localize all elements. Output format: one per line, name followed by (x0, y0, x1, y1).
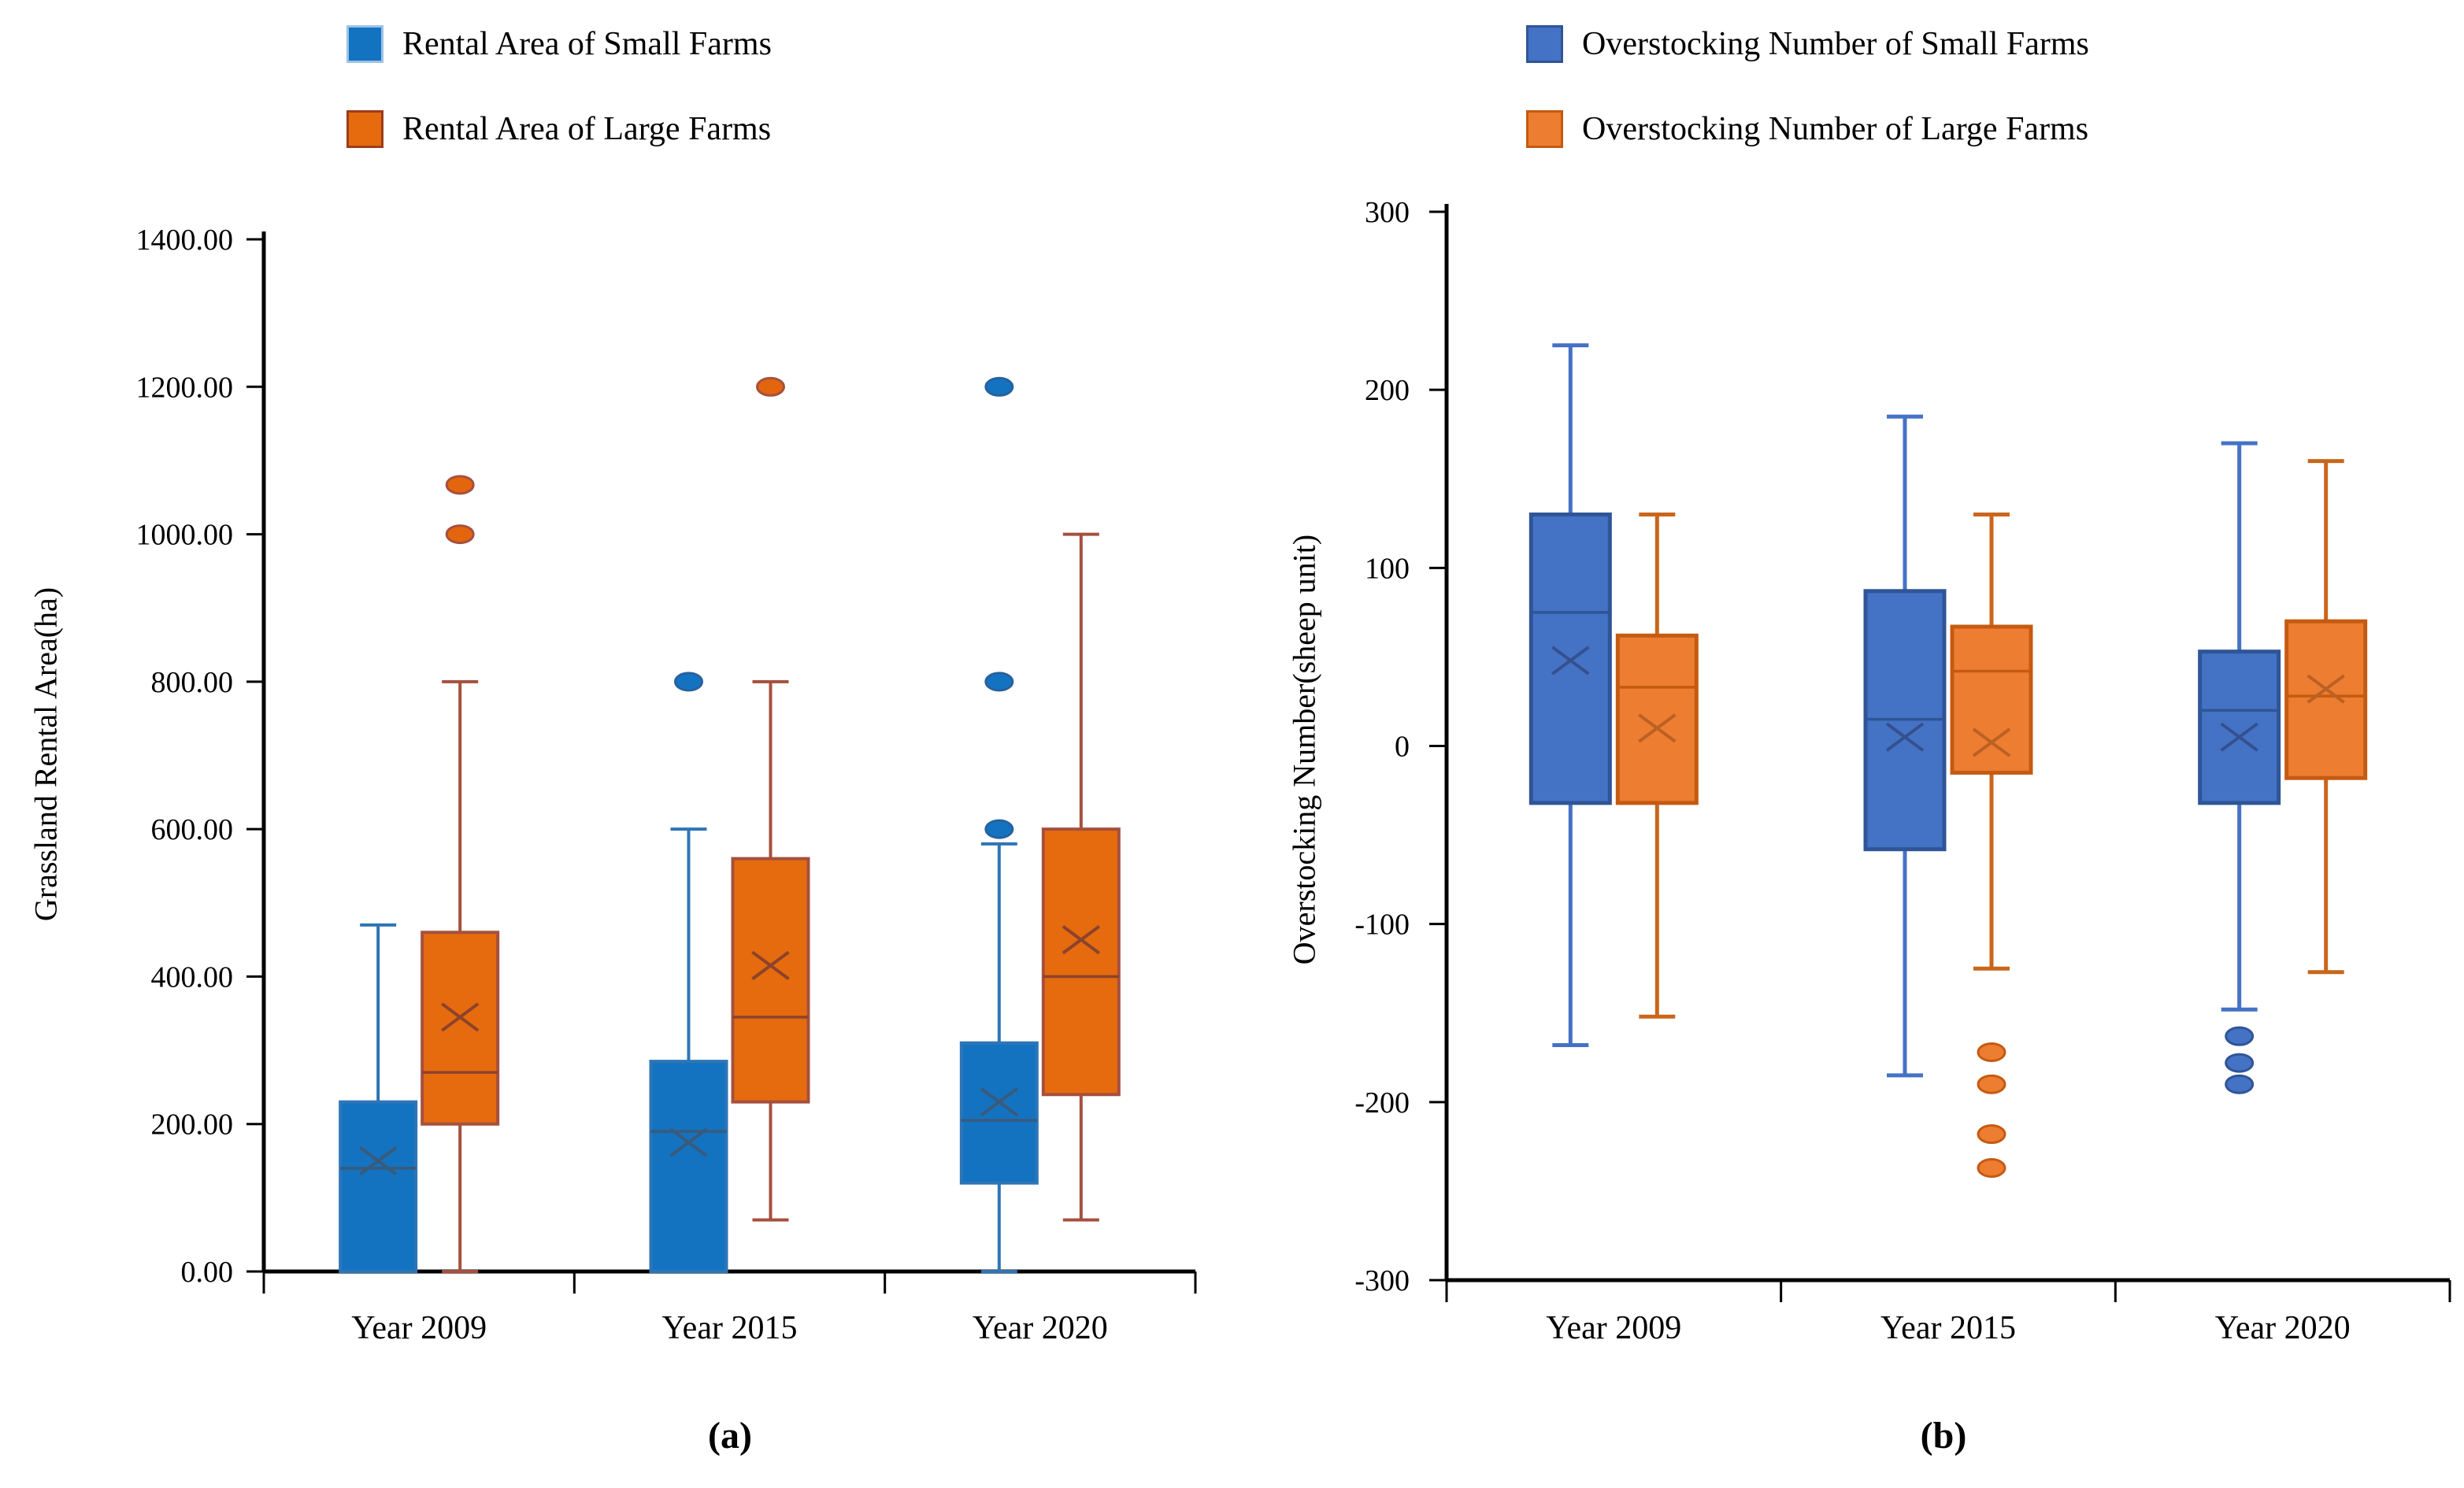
y-tick-label: 800.00 (151, 666, 234, 699)
legend-label-small-farms-b: Overstocking Number of Small Farms (1582, 26, 2089, 62)
box-(a)-s1-year-2015 (731, 376, 810, 1222)
outlier-point (984, 376, 1014, 397)
y-tick-label: -300 (1354, 1264, 1410, 1297)
legend-item-large-farms-a: Rental Area of Large Farms (346, 110, 771, 148)
outlier-point (1977, 1124, 2006, 1145)
outlier-point (1977, 1042, 2006, 1063)
y-tick-label: 100 (1365, 552, 1410, 585)
box-rect (1041, 827, 1121, 1097)
box-rect (339, 1100, 418, 1274)
box-rect (2198, 650, 2281, 805)
y-tick-label: -100 (1354, 909, 1410, 942)
outlier-point (1977, 1158, 2006, 1179)
mean-marker (980, 1087, 1019, 1117)
box-rect (959, 1041, 1039, 1185)
y-tick-label: 1400.00 (136, 224, 234, 257)
box-(a)-s0-year-2020 (959, 376, 1039, 1273)
mean-marker (669, 1127, 708, 1157)
legend-item-large-farms-b: Overstocking Number of Large Farms (1526, 110, 2088, 148)
x-category-label: Year 2015 (1880, 1310, 2016, 1346)
mean-marker (1062, 924, 1101, 955)
box-(b)-s0-year-2020 (2198, 441, 2281, 1094)
box-rect (731, 857, 810, 1104)
outlier-point (445, 524, 475, 545)
legend-label-large-farms-a: Rental Area of Large Farms (402, 111, 772, 147)
box-(a)-s0-year-2009 (339, 923, 418, 1274)
box-(a)-s1-year-2009 (421, 475, 500, 1273)
y-tick-label: 200 (1365, 374, 1410, 407)
box-rect (649, 1060, 728, 1273)
outlier-point (756, 376, 785, 397)
caption-panel-a: (a) (708, 1415, 752, 1457)
legend-swatch-small-farms-b (1526, 25, 1563, 63)
outlier-point (2225, 1026, 2255, 1046)
y-tick-label: 600.00 (151, 813, 234, 846)
outlier-point (2225, 1074, 2255, 1094)
box-(b)-s0-year-2009 (1528, 343, 1612, 1047)
box-(b)-s1-year-2015 (1950, 512, 2033, 1179)
box-rect (421, 931, 500, 1126)
y-tick-label: 300 (1365, 196, 1410, 229)
legend-swatch-large-farms-a (346, 110, 383, 148)
box-(b)-s1-year-2020 (2284, 459, 2368, 975)
legend-item-small-farms-a: Rental Area of Small Farms (346, 25, 772, 63)
axes-(b) (1444, 204, 2450, 1283)
y-tick-label: -200 (1354, 1086, 1410, 1120)
y-tick-label: 0.00 (181, 1256, 234, 1289)
box-(b)-s1-year-2009 (1615, 512, 1699, 1019)
y-tick-label: 200.00 (151, 1109, 234, 1142)
mean-marker (1972, 727, 2011, 757)
x-category-label: Year 2020 (973, 1310, 1108, 1346)
mean-marker (1638, 713, 1677, 743)
y-tick-label: 0 (1395, 731, 1410, 764)
legend-label-large-farms-b: Overstocking Number of Large Farms (1582, 111, 2089, 147)
outlier-point (674, 672, 703, 692)
mean-marker (2307, 674, 2345, 704)
y-tick-label: 1200.00 (136, 371, 234, 404)
x-category-label: Year 2020 (2215, 1310, 2351, 1346)
legend-label-small-farms-a: Rental Area of Small Farms (402, 26, 772, 62)
axes-(a) (261, 231, 1195, 1274)
mean-marker (2220, 722, 2258, 752)
box-(b)-s0-year-2015 (1863, 414, 1947, 1078)
box-rect (1528, 512, 1612, 805)
y-tick-label: 400.00 (151, 961, 234, 994)
x-category-label: Year 2015 (662, 1310, 798, 1346)
box-rect (1615, 633, 1699, 805)
mean-marker (440, 1002, 480, 1032)
mean-marker (1551, 646, 1590, 676)
mean-marker (358, 1146, 398, 1176)
outlier-point (984, 672, 1014, 692)
legend-swatch-large-farms-b (1526, 110, 1563, 148)
mean-marker (751, 950, 790, 980)
box-(a)-s0-year-2015 (649, 672, 728, 1273)
outlier-point (445, 475, 475, 495)
caption-panel-b: (b) (1920, 1415, 1967, 1457)
y-tick-label: 1000.00 (136, 519, 234, 552)
legend-swatch-small-farms-a (346, 25, 383, 63)
box-rect (2284, 619, 2368, 780)
x-category-label: Year 2009 (351, 1310, 487, 1346)
outlier-point (1977, 1074, 2006, 1094)
box-rect (1950, 624, 2033, 775)
box-(a)-s1-year-2020 (1041, 532, 1121, 1222)
legend-item-small-farms-b: Overstocking Number of Small Farms (1526, 25, 2089, 63)
outlier-point (2225, 1053, 2255, 1073)
mean-marker (1885, 722, 1925, 752)
outlier-point (984, 819, 1014, 839)
x-category-label: Year 2009 (1546, 1310, 1681, 1346)
